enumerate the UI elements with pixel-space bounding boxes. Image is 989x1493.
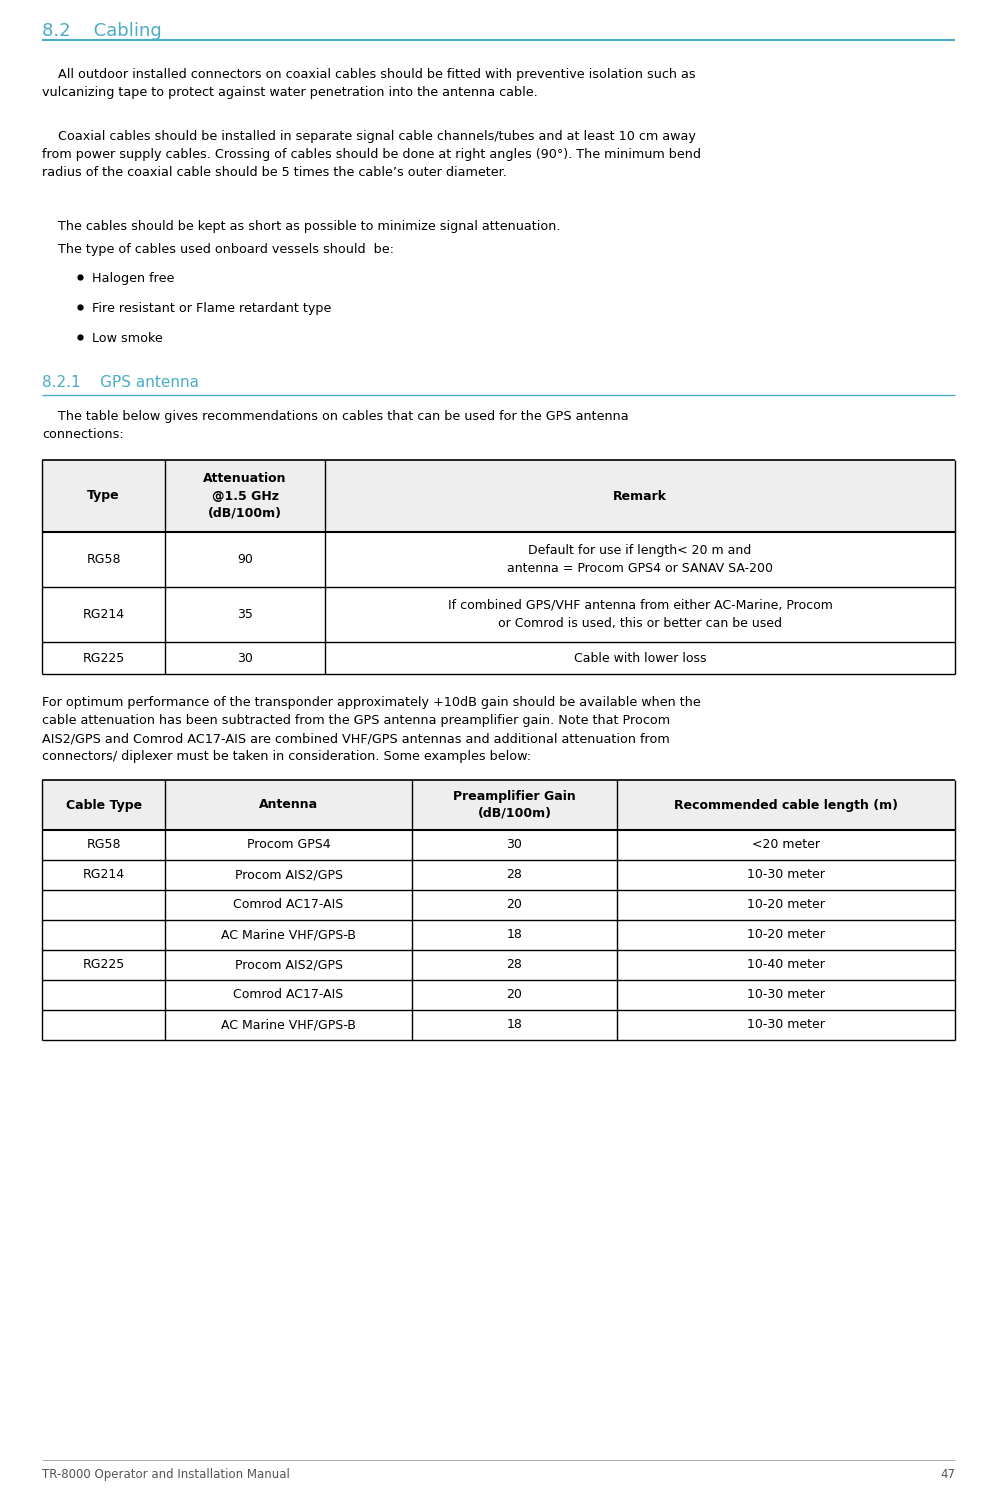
Text: AC Marine VHF/GPS-B: AC Marine VHF/GPS-B (222, 929, 356, 942)
Text: Type: Type (87, 490, 120, 503)
Bar (42, 642, 955, 673)
Text: Procom GPS4: Procom GPS4 (246, 839, 330, 851)
Text: RG225: RG225 (82, 651, 125, 664)
Bar (42, 587, 955, 642)
Text: RG58: RG58 (86, 839, 121, 851)
Text: 10-20 meter: 10-20 meter (747, 929, 825, 942)
Text: Cable Type: Cable Type (65, 799, 141, 812)
Text: 18: 18 (506, 1018, 522, 1032)
Bar (42, 830, 955, 860)
Text: 90: 90 (237, 552, 253, 566)
Text: RG214: RG214 (82, 869, 125, 881)
Text: 28: 28 (506, 959, 522, 972)
Text: 47: 47 (940, 1468, 955, 1481)
Bar (42, 460, 955, 532)
Text: 20: 20 (506, 988, 522, 1002)
Text: 18: 18 (506, 929, 522, 942)
Text: Low smoke: Low smoke (92, 331, 163, 345)
Text: <20 meter: <20 meter (752, 839, 820, 851)
Text: Procom AIS2/GPS: Procom AIS2/GPS (234, 869, 342, 881)
Bar (42, 1009, 955, 1041)
Text: TR-8000 Operator and Installation Manual: TR-8000 Operator and Installation Manual (42, 1468, 290, 1481)
Text: Comrod AC17-AIS: Comrod AC17-AIS (233, 899, 343, 912)
Text: All outdoor installed connectors on coaxial cables should be fitted with prevent: All outdoor installed connectors on coax… (42, 69, 695, 81)
Text: 35: 35 (237, 608, 253, 621)
Bar (42, 890, 955, 920)
Text: 10-20 meter: 10-20 meter (747, 899, 825, 912)
Bar (42, 920, 955, 950)
Text: radius of the coaxial cable should be 5 times the cable’s outer diameter.: radius of the coaxial cable should be 5 … (42, 166, 507, 179)
Text: Attenuation
@1.5 GHz
(dB/100m): Attenuation @1.5 GHz (dB/100m) (204, 472, 287, 520)
Text: 10-30 meter: 10-30 meter (747, 1018, 825, 1032)
Text: Preamplifier Gain
(dB/100m): Preamplifier Gain (dB/100m) (453, 790, 576, 820)
Bar (42, 779, 955, 830)
Text: If combined GPS/VHF antenna from either AC-Marine, Procom
or Comrod is used, thi: If combined GPS/VHF antenna from either … (448, 599, 833, 630)
Text: RG214: RG214 (82, 608, 125, 621)
Text: 20: 20 (506, 899, 522, 912)
Text: The cables should be kept as short as possible to minimize signal attenuation.: The cables should be kept as short as po… (42, 219, 561, 233)
Text: 10-30 meter: 10-30 meter (747, 988, 825, 1002)
Text: 30: 30 (506, 839, 522, 851)
Bar (42, 979, 955, 1009)
Text: vulcanizing tape to protect against water penetration into the antenna cable.: vulcanizing tape to protect against wate… (42, 87, 538, 99)
Text: The type of cables used onboard vessels should  be:: The type of cables used onboard vessels … (42, 243, 394, 255)
Text: 10-40 meter: 10-40 meter (747, 959, 825, 972)
Bar (42, 950, 955, 979)
Text: connections:: connections: (42, 428, 124, 440)
Text: 8.2    Cabling: 8.2 Cabling (42, 22, 162, 40)
Text: connectors/ diplexer must be taken in consideration. Some examples below:: connectors/ diplexer must be taken in co… (42, 749, 531, 763)
Text: 28: 28 (506, 869, 522, 881)
Text: The table below gives recommendations on cables that can be used for the GPS ant: The table below gives recommendations on… (42, 411, 629, 423)
Text: Halogen free: Halogen free (92, 272, 174, 285)
Text: from power supply cables. Crossing of cables should be done at right angles (90°: from power supply cables. Crossing of ca… (42, 148, 701, 161)
Bar (42, 860, 955, 890)
Text: RG58: RG58 (86, 552, 121, 566)
Text: Fire resistant or Flame retardant type: Fire resistant or Flame retardant type (92, 302, 331, 315)
Text: cable attenuation has been subtracted from the GPS antenna preamplifier gain. No: cable attenuation has been subtracted fr… (42, 714, 671, 727)
Text: Recommended cable length (m): Recommended cable length (m) (674, 799, 898, 812)
Text: AIS2/GPS and Comrod AC17-AIS are combined VHF/GPS antennas and additional attenu: AIS2/GPS and Comrod AC17-AIS are combine… (42, 732, 670, 745)
Text: Comrod AC17-AIS: Comrod AC17-AIS (233, 988, 343, 1002)
Text: Remark: Remark (613, 490, 667, 503)
Text: Coaxial cables should be installed in separate signal cable channels/tubes and a: Coaxial cables should be installed in se… (42, 130, 696, 143)
Text: 8.2.1    GPS antenna: 8.2.1 GPS antenna (42, 375, 199, 390)
Text: For optimum performance of the transponder approximately +10dB gain should be av: For optimum performance of the transpond… (42, 696, 701, 709)
Text: Default for use if length< 20 m and
antenna = Procom GPS4 or SANAV SA-200: Default for use if length< 20 m and ante… (507, 543, 773, 575)
Text: 30: 30 (237, 651, 253, 664)
Text: 10-30 meter: 10-30 meter (747, 869, 825, 881)
Text: Antenna: Antenna (259, 799, 318, 812)
Bar (42, 532, 955, 587)
Text: Cable with lower loss: Cable with lower loss (574, 651, 706, 664)
Text: RG225: RG225 (82, 959, 125, 972)
Text: AC Marine VHF/GPS-B: AC Marine VHF/GPS-B (222, 1018, 356, 1032)
Text: Procom AIS2/GPS: Procom AIS2/GPS (234, 959, 342, 972)
